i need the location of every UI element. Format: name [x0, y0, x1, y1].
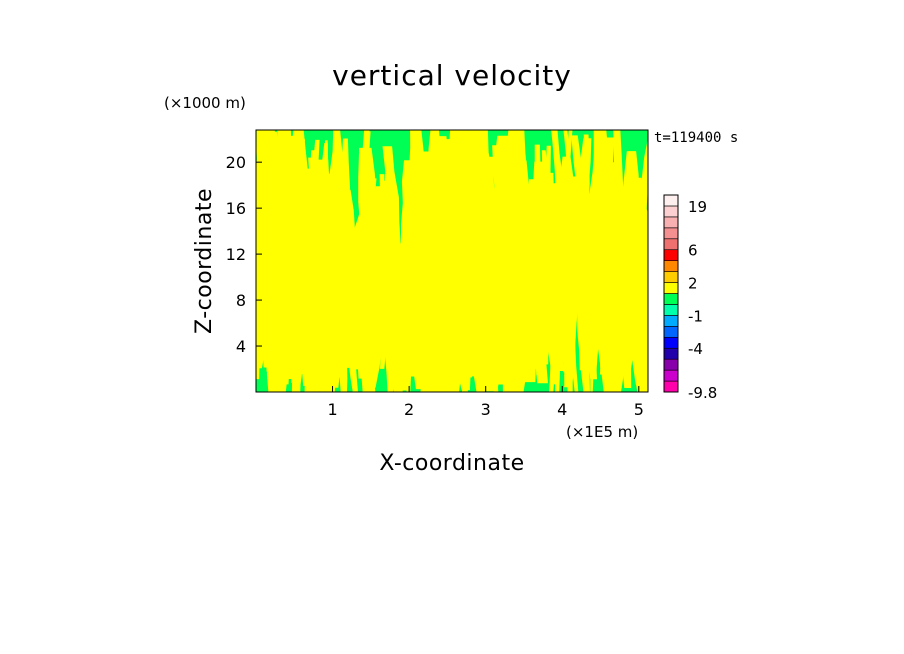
- x-tick-label: 5: [634, 400, 644, 419]
- colorbar-band: [663, 249, 679, 261]
- x-tick-label: 4: [557, 400, 567, 419]
- colorbar-labels: 19 6 2 -1 -4 -9.8: [688, 198, 717, 402]
- y-tick-label: 8: [236, 291, 246, 310]
- colorbar-band: [663, 326, 679, 338]
- x-axis-unit: (×1E5 m): [566, 423, 638, 441]
- y-axis-unit: (×1000 m): [164, 94, 246, 112]
- plot-area: [256, 130, 648, 392]
- colorbar-frame: [663, 194, 679, 393]
- positive-velocity-region: [498, 351, 523, 380]
- positive-velocity-region: [425, 130, 451, 364]
- velocity-field: [256, 130, 648, 392]
- y-tick-label: 4: [236, 337, 246, 356]
- colorbar: [663, 194, 679, 393]
- positive-velocity-region: [265, 344, 286, 377]
- x-tick-label: 3: [481, 400, 491, 419]
- positive-velocity-region: [404, 195, 441, 382]
- colorbar-label: 19: [688, 198, 707, 216]
- colorbar-label: -4: [688, 340, 703, 358]
- y-axis-title: Z-coordinate: [192, 188, 217, 334]
- x-tick-label: 2: [404, 400, 414, 419]
- y-tick-label: 20: [226, 153, 246, 172]
- positive-velocity-region: [374, 186, 396, 392]
- positive-velocity-region: [346, 190, 358, 392]
- x-axis: 1 2 3 4 5: [327, 386, 644, 419]
- positive-velocity-region: [561, 198, 576, 371]
- positive-velocity-region: [618, 282, 639, 319]
- colorbar-label: 6: [688, 242, 698, 260]
- colorbar-band: [663, 336, 679, 349]
- colorbar-band: [663, 380, 679, 393]
- positive-velocity-region: [527, 182, 596, 235]
- x-tick-label: 1: [327, 400, 337, 419]
- positive-velocity-region: [434, 328, 470, 377]
- colorbar-band: [663, 358, 679, 371]
- x-axis-title: X-coordinate: [379, 451, 524, 476]
- colorbar-band: [663, 304, 679, 316]
- positive-velocity-region: [266, 195, 292, 392]
- colorbar-label: -9.8: [688, 384, 717, 402]
- colorbar-band: [663, 205, 679, 218]
- colorbar-band: [663, 271, 679, 283]
- colorbar-band: [663, 260, 679, 272]
- positive-velocity-region: [553, 130, 573, 392]
- colorbar-band: [663, 238, 679, 251]
- colorbar-band: [663, 227, 679, 240]
- chart-title: vertical velocity: [332, 59, 572, 92]
- positive-velocity-region: [259, 244, 276, 305]
- colorbar-band: [663, 216, 679, 229]
- time-label: t=119400 s: [654, 130, 738, 146]
- colorbar-label: -1: [688, 307, 703, 325]
- positive-velocity-region: [482, 190, 513, 370]
- colorbar-band: [663, 282, 679, 294]
- colorbar-label: 2: [688, 275, 698, 293]
- y-tick-label: 12: [226, 245, 246, 264]
- y-axis: 4 8 12 16 20: [226, 153, 262, 356]
- colorbar-band: [663, 293, 679, 305]
- positive-velocity-region: [279, 197, 303, 363]
- colorbar-band: [663, 347, 679, 360]
- positive-velocity-region: [294, 168, 327, 197]
- colorbar-band: [663, 194, 679, 207]
- positive-velocity-region: [301, 139, 320, 392]
- colorbar-band: [663, 315, 679, 327]
- positive-velocity-region: [354, 197, 369, 379]
- colorbar-band: [663, 369, 679, 382]
- positive-velocity-region: [306, 159, 336, 387]
- positive-velocity-region: [592, 153, 618, 375]
- plot-frame: [255, 129, 649, 393]
- y-tick-label: 16: [226, 199, 246, 218]
